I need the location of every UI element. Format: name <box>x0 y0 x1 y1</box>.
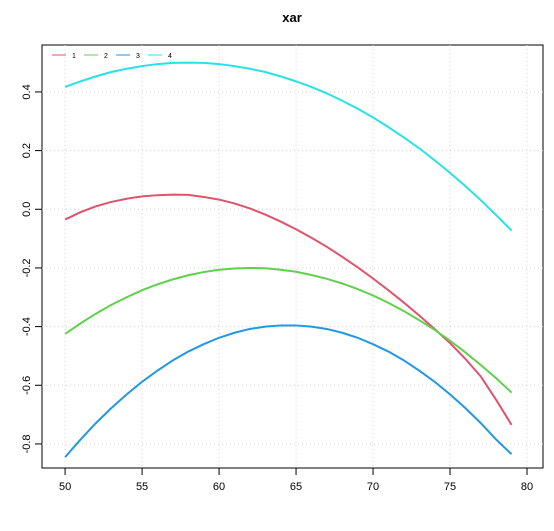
y-tick-label: 0.2 <box>21 143 33 158</box>
x-tick-label: 55 <box>136 481 148 493</box>
series-line <box>64 266 513 394</box>
y-tick-label: -0.4 <box>21 317 33 336</box>
series-line <box>64 61 513 232</box>
y-tick-label: -0.8 <box>21 434 33 453</box>
x-tick-label: 80 <box>521 481 533 493</box>
legend-label: 4 <box>168 53 172 60</box>
chart-title: xar <box>282 10 302 25</box>
x-tick-label: 70 <box>367 481 379 493</box>
x-tick-label: 65 <box>290 481 302 493</box>
x-tick-label: 50 <box>59 481 71 493</box>
x-tick-label: 60 <box>213 481 225 493</box>
legend-label: 3 <box>136 53 140 60</box>
plot-frame <box>41 44 544 469</box>
series-line <box>64 324 513 458</box>
y-tick-label: 0.0 <box>21 202 33 217</box>
legend-label: 2 <box>104 53 108 60</box>
y-tick-label: 0.4 <box>21 84 33 99</box>
legend-label: 1 <box>72 53 76 60</box>
x-tick-label: 75 <box>444 481 456 493</box>
y-tick-label: -0.6 <box>21 376 33 395</box>
y-tick-label: -0.2 <box>21 258 33 277</box>
